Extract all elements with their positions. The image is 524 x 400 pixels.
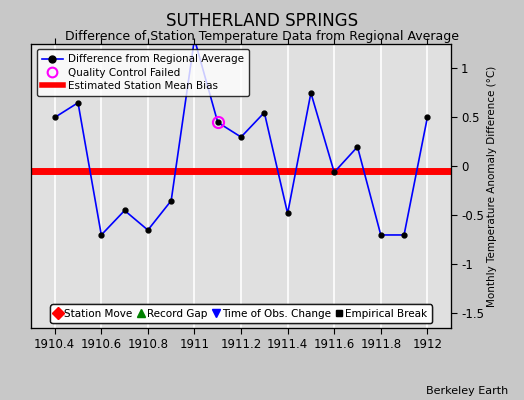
Y-axis label: Monthly Temperature Anomaly Difference (°C): Monthly Temperature Anomaly Difference (… (487, 65, 497, 307)
Text: SUTHERLAND SPRINGS: SUTHERLAND SPRINGS (166, 12, 358, 30)
Text: Difference of Station Temperature Data from Regional Average: Difference of Station Temperature Data f… (65, 30, 459, 43)
Text: Berkeley Earth: Berkeley Earth (426, 386, 508, 396)
Legend: Station Move, Record Gap, Time of Obs. Change, Empirical Break: Station Move, Record Gap, Time of Obs. C… (50, 304, 432, 323)
